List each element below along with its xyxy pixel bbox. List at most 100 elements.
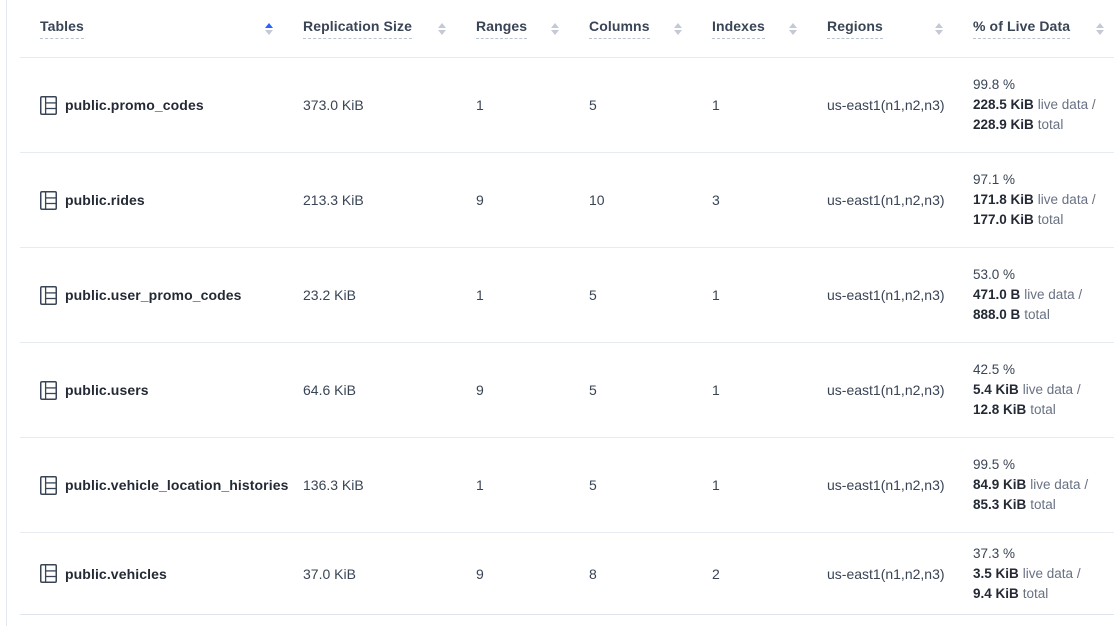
live-size-suffix: live data / — [1037, 192, 1096, 207]
table-row: public.vehicles 37.0 KiB 9 8 2 us-east1(… — [20, 532, 1114, 615]
column-header-tables[interactable]: Tables — [20, 0, 303, 57]
regions-cell: us-east1(n1,n2,n3) — [827, 97, 945, 113]
live-size-value: 471.0 B — [973, 287, 1021, 302]
sort-carets-icon[interactable] — [438, 22, 446, 35]
ranges-cell: 9 — [476, 192, 484, 208]
sort-carets-icon[interactable] — [674, 22, 682, 35]
columns-cell: 10 — [589, 192, 605, 208]
total-size-value: 888.0 B — [973, 307, 1021, 322]
tables-list: Tables Replication Size Ranges Columns I… — [20, 0, 1114, 615]
indexes-cell: 3 — [712, 192, 720, 208]
total-size-line: 85.3 KiB total — [973, 495, 1114, 515]
total-size-suffix: total — [1037, 117, 1064, 132]
indexes-cell: 1 — [712, 97, 720, 113]
replication-size-cell: 213.3 KiB — [303, 192, 364, 208]
live-size-line: 228.5 KiB live data / — [973, 95, 1114, 115]
columns-cell: 5 — [589, 97, 597, 113]
indexes-cell: 1 — [712, 287, 720, 303]
column-header-label: Columns — [589, 18, 650, 39]
indexes-cell: 2 — [712, 565, 720, 582]
columns-cell: 5 — [589, 287, 597, 303]
live-percent: 99.8 % — [973, 77, 1016, 92]
columns-cell: 8 — [589, 565, 597, 582]
live-size-line: 84.9 KiB live data / — [973, 475, 1114, 495]
column-header-replication-size[interactable]: Replication Size — [303, 0, 476, 57]
table-row: public.user_promo_codes 23.2 KiB 1 5 1 u… — [20, 247, 1114, 342]
sort-carets-icon[interactable] — [789, 22, 797, 35]
table-name-link[interactable]: public.rides — [65, 192, 145, 208]
table-name-cell: public.rides — [20, 190, 303, 210]
live-data-cell: 42.5 % 5.4 KiB live data / 12.8 KiB total — [973, 360, 1114, 420]
table-name-link[interactable]: public.vehicles — [65, 565, 167, 582]
column-header-label: Regions — [827, 18, 883, 39]
total-size-line: 177.0 KiB total — [973, 210, 1114, 230]
live-size-suffix: live data / — [1022, 382, 1081, 397]
live-data-cell: 97.1 % 171.8 KiB live data / 177.0 KiB tot… — [973, 170, 1114, 230]
replication-size-cell: 23.2 KiB — [303, 287, 356, 303]
table-name-link[interactable]: public.vehicle_location_histories — [65, 477, 289, 493]
table-grid-icon — [40, 380, 57, 400]
table-row: public.promo_codes 373.0 KiB 1 5 1 us-ea… — [20, 57, 1114, 152]
table-name-link[interactable]: public.promo_codes — [65, 97, 204, 113]
total-size-line: 9.4 KiB total — [973, 584, 1114, 604]
column-header-live-data[interactable]: % of Live Data — [973, 0, 1114, 57]
column-header-label: Indexes — [712, 18, 765, 39]
live-percent: 53.0 % — [973, 267, 1016, 282]
live-percent: 42.5 % — [973, 362, 1016, 377]
live-percent: 37.3 % — [973, 545, 1016, 561]
total-size-suffix: total — [1024, 307, 1050, 322]
regions-cell: us-east1(n1,n2,n3) — [827, 565, 945, 582]
column-header-indexes[interactable]: Indexes — [712, 0, 827, 57]
column-header-ranges[interactable]: Ranges — [476, 0, 589, 57]
table-name-cell: public.users — [20, 380, 303, 400]
total-size-suffix: total — [1037, 212, 1064, 227]
ranges-cell: 1 — [476, 477, 484, 493]
table-name-cell: public.vehicles — [20, 564, 303, 583]
column-header-regions[interactable]: Regions — [827, 0, 973, 57]
live-size-value: 84.9 KiB — [973, 477, 1027, 492]
live-size-value: 3.5 KiB — [973, 565, 1019, 581]
total-size-suffix: total — [1030, 497, 1056, 512]
live-size-value: 171.8 KiB — [973, 192, 1034, 207]
columns-cell: 5 — [589, 477, 597, 493]
table-name-cell: public.promo_codes — [20, 95, 303, 115]
ranges-cell: 1 — [476, 287, 484, 303]
total-size-suffix: total — [1030, 402, 1056, 417]
replication-size-cell: 64.6 KiB — [303, 382, 356, 398]
table-grid-icon — [40, 475, 57, 495]
live-size-line: 5.4 KiB live data / — [973, 380, 1114, 400]
live-percent: 99.5 % — [973, 457, 1016, 472]
sort-asc-active-icon[interactable] — [265, 22, 273, 35]
sort-carets-icon[interactable] — [935, 22, 943, 35]
live-data-cell: 37.3 % 3.5 KiB live data / 9.4 KiB total — [973, 544, 1114, 604]
regions-cell: us-east1(n1,n2,n3) — [827, 477, 945, 493]
live-size-value: 228.5 KiB — [973, 97, 1034, 112]
replication-size-cell: 373.0 KiB — [303, 97, 364, 113]
table-row: public.users 64.6 KiB 9 5 1 us-east1(n1,… — [20, 342, 1114, 437]
table-grid-icon — [40, 95, 57, 115]
column-header-label: Replication Size — [303, 18, 412, 39]
total-size-value: 85.3 KiB — [973, 497, 1027, 512]
indexes-cell: 1 — [712, 382, 720, 398]
indexes-cell: 1 — [712, 477, 720, 493]
ranges-cell: 9 — [476, 565, 484, 582]
sort-carets-icon[interactable] — [551, 22, 559, 35]
table-name-cell: public.vehicle_location_histories — [20, 475, 303, 495]
table-name-link[interactable]: public.users — [65, 382, 149, 398]
ranges-cell: 9 — [476, 382, 484, 398]
table-name-link[interactable]: public.user_promo_codes — [65, 287, 242, 303]
total-size-value: 228.9 KiB — [973, 117, 1034, 132]
column-header-label: % of Live Data — [973, 18, 1071, 39]
live-size-line: 3.5 KiB live data / — [973, 564, 1114, 584]
live-size-suffix: live data / — [1030, 477, 1089, 492]
sort-carets-icon[interactable] — [1096, 22, 1104, 35]
column-header-columns[interactable]: Columns — [589, 0, 712, 57]
total-size-line: 228.9 KiB total — [973, 115, 1114, 135]
replication-size-cell: 136.3 KiB — [303, 477, 364, 493]
live-size-line: 171.8 KiB live data / — [973, 190, 1114, 210]
columns-cell: 5 — [589, 382, 597, 398]
column-header-label: Ranges — [476, 18, 528, 39]
live-size-suffix: live data / — [1024, 287, 1083, 302]
